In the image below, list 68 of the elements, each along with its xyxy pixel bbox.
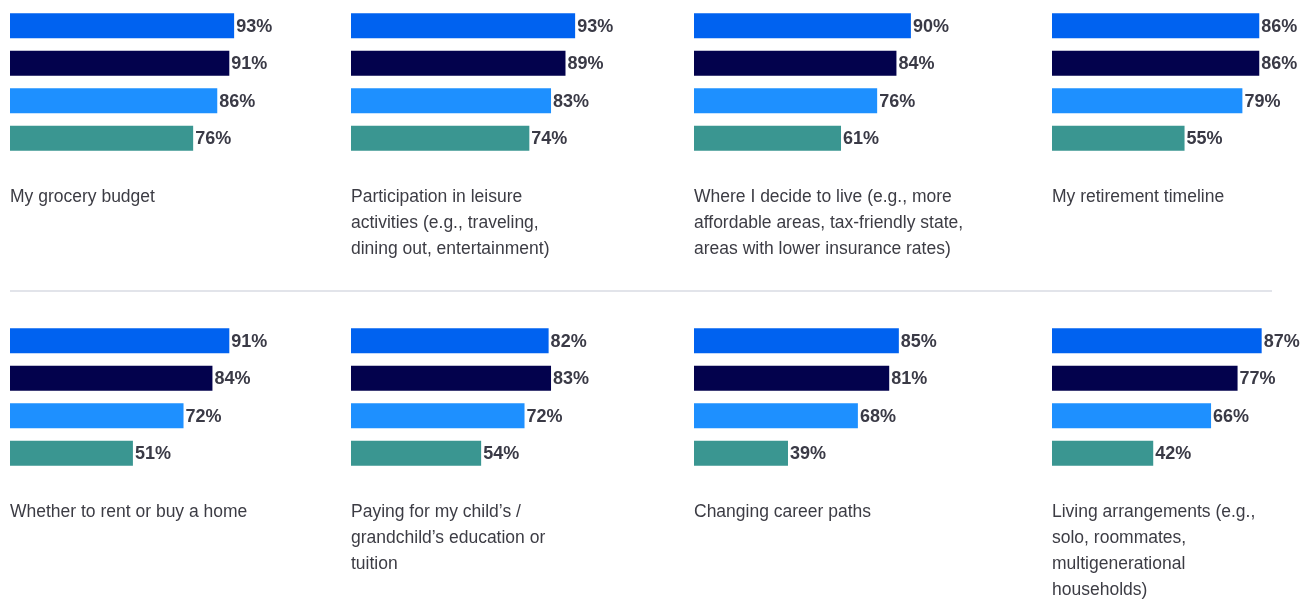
bar — [10, 365, 213, 391]
bar — [351, 88, 552, 114]
data-label: 82% — [550, 330, 587, 351]
x-axis-title: Where I decide to live (e.g., more affordable areas, tax-friendly state, areas with lower insurance rates) — [694, 185, 965, 260]
x-axis-title: Whether to rent or buy a home — [10, 500, 249, 523]
bar — [694, 13, 911, 39]
bar — [1052, 403, 1212, 429]
bar — [694, 440, 788, 466]
data-label: 83% — [553, 90, 590, 111]
x-axis-title: My grocery budget — [10, 185, 156, 208]
data-label: 74% — [531, 128, 568, 149]
data-label: 90% — [912, 15, 949, 36]
data-label: 93% — [236, 15, 273, 36]
bar — [1052, 365, 1238, 391]
data-label: 39% — [789, 443, 827, 464]
data-label: 51% — [134, 443, 171, 464]
x-axis-title: Changing career paths — [694, 500, 873, 523]
bar — [694, 403, 858, 429]
data-label: 72% — [185, 405, 222, 426]
data-label: 84% — [214, 368, 251, 389]
bar — [10, 403, 184, 429]
data-label: 84% — [898, 53, 935, 74]
data-label: 42% — [1155, 443, 1192, 464]
data-label: 85% — [900, 330, 937, 351]
data-label: 87% — [1263, 330, 1300, 351]
bar — [351, 403, 525, 429]
data-label: 79% — [1244, 90, 1281, 111]
bar — [694, 365, 890, 391]
data-label: 66% — [1213, 405, 1250, 426]
data-label: 81% — [891, 368, 928, 389]
bar — [351, 50, 566, 76]
x-axis-title: My retirement timeline — [1052, 185, 1226, 208]
bar — [10, 440, 133, 466]
bar — [351, 365, 552, 391]
data-label: 86% — [1261, 15, 1298, 36]
data-label: 91% — [231, 53, 268, 74]
data-label: 86% — [1261, 53, 1298, 74]
data-label: 91% — [231, 330, 268, 351]
data-label: 77% — [1239, 368, 1276, 389]
bar — [351, 440, 482, 466]
bar — [694, 125, 842, 151]
bar — [1052, 440, 1154, 466]
bar — [1052, 328, 1262, 354]
data-label: 89% — [567, 53, 604, 74]
bar — [694, 50, 897, 76]
bar — [10, 13, 235, 39]
data-label: 86% — [219, 90, 256, 111]
data-label: 68% — [859, 405, 896, 426]
bar — [10, 50, 230, 76]
bar — [694, 328, 899, 354]
bar — [10, 125, 194, 151]
data-label: 72% — [526, 405, 563, 426]
data-label: 93% — [577, 15, 614, 36]
x-axis-title: Paying for my child’s / grandchild’s education or tuition — [351, 500, 547, 575]
data-label: 83% — [553, 368, 590, 389]
data-label: 76% — [879, 90, 916, 111]
data-label: 54% — [483, 443, 520, 464]
bar — [10, 328, 230, 354]
x-axis-title: Living arrangements (e.g., solo, roommates, multigenerational households) — [1052, 500, 1257, 600]
x-axis-title: Participation in leisure activities (e.g., traveling, dining out, entertainment) — [351, 185, 551, 260]
bar — [10, 88, 218, 114]
bar — [351, 13, 576, 39]
data-label: 76% — [195, 128, 232, 149]
bar — [351, 125, 530, 151]
bar — [351, 328, 549, 354]
data-label: 61% — [843, 128, 880, 149]
data-label: 55% — [1186, 128, 1223, 149]
bar — [694, 88, 878, 114]
